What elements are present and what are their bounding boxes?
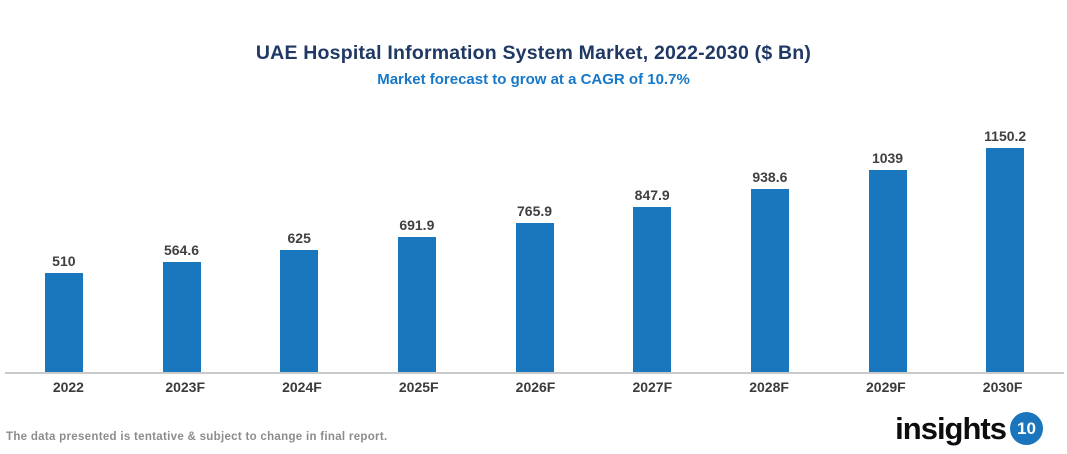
bar-cell-2027f: 847.9 <box>593 89 711 372</box>
logo-wordmark: insights <box>895 411 1007 446</box>
category-label: 2025F <box>398 379 439 395</box>
chart-title: UAE Hospital Information System Market, … <box>255 42 812 64</box>
bar-cell-2022: 510 <box>5 89 123 372</box>
bar-value-label: 765.9 <box>517 203 553 219</box>
category-label: 2030F <box>982 379 1023 395</box>
bar <box>986 148 1025 372</box>
bar <box>280 250 319 372</box>
bar-value-label: 1039 <box>871 150 904 166</box>
bar <box>397 237 436 372</box>
x-axis-labels-row: 2022 2023F 2024F 2025F 2026F 2027F 2028F 2029F 2… <box>5 379 1064 395</box>
chart-header: UAE Hospital Information System Market, … <box>0 0 1067 89</box>
insights10-logo: insights 10 <box>895 412 1043 445</box>
disclaimer-text: The data presented is tentative & subjec… <box>6 431 388 443</box>
bar-value-label: 691.9 <box>399 217 435 233</box>
bar-chart-plot-area: 510 564.6 625 691.9 765.9 847.9 938.6 1039 1150.… <box>0 89 1067 395</box>
footer: The data presented is tentative & subjec… <box>0 412 1067 445</box>
category-label: 2028F <box>749 379 789 395</box>
category-label: 2022 <box>52 379 84 395</box>
bar-cell-2025f: 691.9 <box>358 89 476 372</box>
bar-value-label: 564.6 <box>163 242 200 258</box>
bar-cell-2024f: 625 <box>240 89 358 372</box>
bars-row: 510 564.6 625 691.9 765.9 847.9 938.6 1039 1150.… <box>5 89 1064 374</box>
category-label: 2027F <box>632 379 673 395</box>
bar-value-label: 510 <box>52 253 76 269</box>
bar-cell-2029f: 1039 <box>829 89 947 372</box>
chart-subtitle: Market forecast to grow at a CAGR of 10.… <box>377 71 690 88</box>
bar-cell-2028f: 938.6 <box>711 89 829 372</box>
bar-cell-2023f: 564.6 <box>123 89 241 372</box>
bar <box>162 262 201 372</box>
bar <box>44 273 83 372</box>
bar <box>515 223 554 372</box>
bar-value-label: 1150.2 <box>984 128 1027 144</box>
category-label: 2024F <box>282 379 322 395</box>
logo-badge-10: 10 <box>1010 412 1043 445</box>
bar-value-label: 847.9 <box>634 187 670 203</box>
bar-cell-2026f: 765.9 <box>476 89 594 372</box>
category-label: 2029F <box>866 379 906 395</box>
bar-value-label: 625 <box>287 230 311 246</box>
bar-cell-2030f: 1150.2 <box>946 89 1064 372</box>
bar <box>633 207 672 372</box>
category-label: 2023F <box>165 379 206 395</box>
bar-value-label: 938.6 <box>752 169 788 185</box>
bar <box>750 189 789 372</box>
category-label: 2026F <box>515 379 556 395</box>
bar <box>868 170 907 372</box>
